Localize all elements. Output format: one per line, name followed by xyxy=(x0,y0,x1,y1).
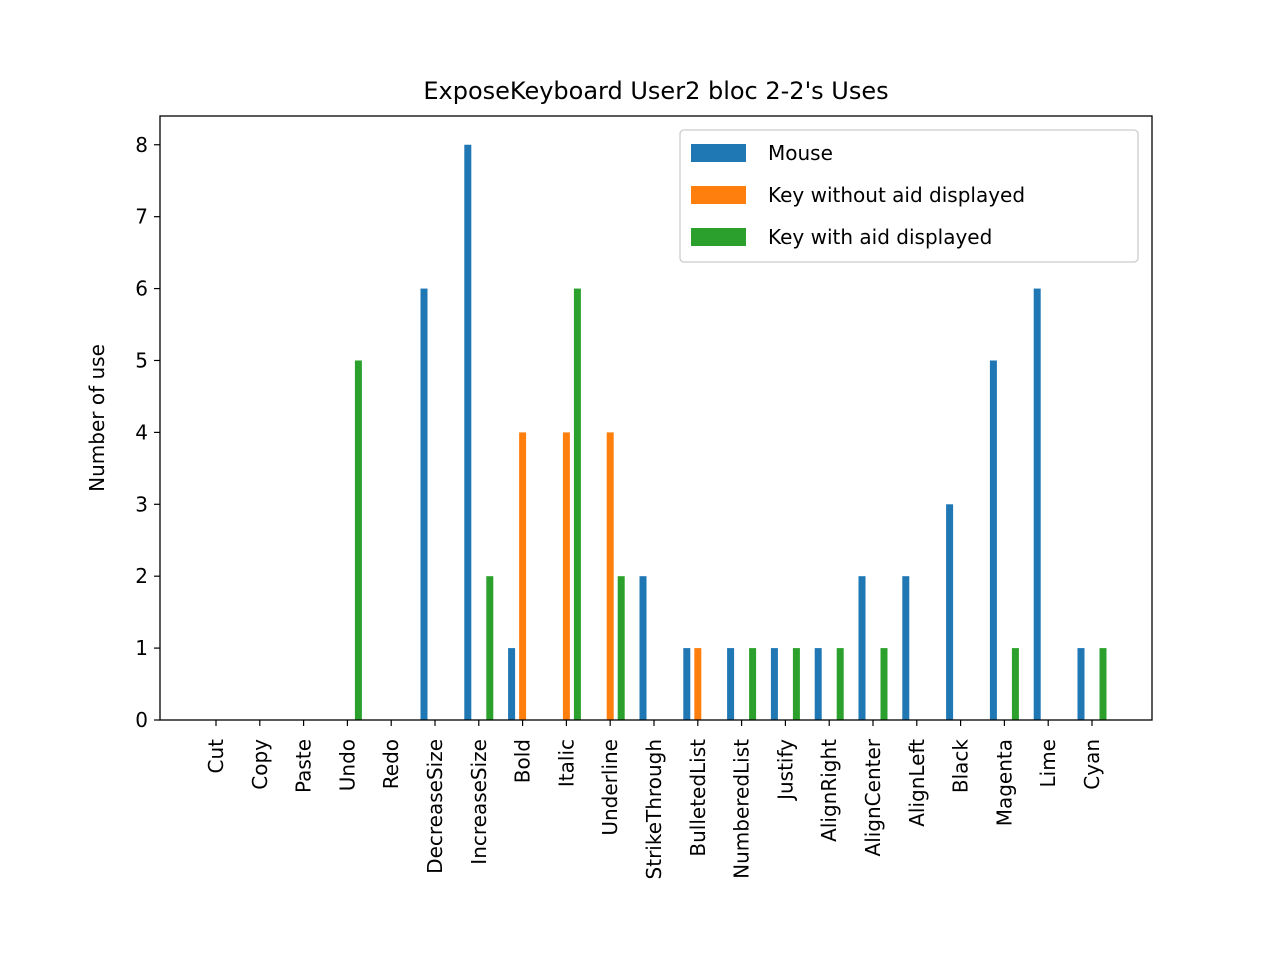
bar-mouse-alignright xyxy=(814,648,822,720)
y-axis-ticks: 0 1 2 3 4 5 6 7 8 xyxy=(135,133,160,732)
y-tick-label: 1 xyxy=(135,636,148,660)
x-tick-label-cut: Cut xyxy=(204,739,228,774)
bar-key-with-aid-displayed-undo xyxy=(354,360,362,720)
bar-mouse-black xyxy=(946,504,954,720)
bar-mouse-numberedlist xyxy=(727,648,735,720)
x-tick-label-justify: Justify xyxy=(773,739,797,802)
bar-key-with-aid-displayed-alignright xyxy=(836,648,844,720)
bar-mouse-justify xyxy=(770,648,778,720)
x-tick-label-alignleft: AlignLeft xyxy=(905,739,929,827)
y-tick-label: 5 xyxy=(135,348,148,372)
x-tick-label-italic: Italic xyxy=(554,739,578,787)
legend-label: Key with aid displayed xyxy=(768,225,992,249)
bar-key-with-aid-displayed-underline xyxy=(617,576,625,720)
x-tick-label-cyan: Cyan xyxy=(1080,739,1104,790)
x-tick-label-underline: Underline xyxy=(598,739,622,836)
x-tick-label-bulletedlist: BulletedList xyxy=(686,739,710,857)
x-tick-label-strikethrough: StrikeThrough xyxy=(642,739,666,879)
bar-mouse-strikethrough xyxy=(639,576,647,720)
bar-key-with-aid-displayed-cyan xyxy=(1099,648,1107,720)
legend-swatch xyxy=(691,144,746,162)
x-tick-label-numberedlist: NumberedList xyxy=(730,739,754,879)
x-tick-label-alignright: AlignRight xyxy=(817,739,841,842)
bar-mouse-bold xyxy=(508,648,516,720)
x-tick-label-aligncenter: AlignCenter xyxy=(861,738,885,856)
legend-swatch xyxy=(691,228,746,246)
y-tick-label: 3 xyxy=(135,492,148,516)
bar-key-with-aid-displayed-magenta xyxy=(1011,648,1019,720)
legend-label: Mouse xyxy=(768,141,833,165)
legend-frame xyxy=(679,129,1139,263)
x-tick-label-paste: Paste xyxy=(292,739,316,793)
x-tick-label-black: Black xyxy=(949,739,973,794)
bar-mouse-lime xyxy=(1033,288,1041,720)
bar-key-with-aid-displayed-italic xyxy=(573,288,581,720)
x-tick-label-copy: Copy xyxy=(248,739,272,790)
chart-title: ExposeKeyboard User2 bloc 2-2's Uses xyxy=(423,77,888,105)
y-tick-label: 6 xyxy=(135,277,148,301)
bar-key-without-aid-displayed-bulletedlist xyxy=(694,648,702,720)
x-tick-label-redo: Redo xyxy=(379,739,403,789)
bar-key-with-aid-displayed-increasesize xyxy=(486,576,494,720)
x-tick-label-lime: Lime xyxy=(1036,739,1060,788)
y-tick-label: 4 xyxy=(135,420,148,444)
bar-mouse-cyan xyxy=(1077,648,1085,720)
x-axis-ticks: Cut Copy Paste Undo Redo DecreaseSize Increase… xyxy=(204,720,1104,879)
bar-key-without-aid-displayed-underline xyxy=(606,432,614,720)
bar-mouse-alignleft xyxy=(902,576,910,720)
y-tick-label: 0 xyxy=(135,708,148,732)
bar-mouse-bulletedlist xyxy=(683,648,691,720)
bar-key-without-aid-displayed-bold xyxy=(519,432,527,720)
bar-mouse-aligncenter xyxy=(858,576,866,720)
bar-key-with-aid-displayed-aligncenter xyxy=(880,648,888,720)
bar-key-with-aid-displayed-justify xyxy=(792,648,800,720)
x-tick-label-increasesize: IncreaseSize xyxy=(467,739,491,865)
y-tick-label: 8 xyxy=(135,133,148,157)
bar-mouse-increasesize xyxy=(464,144,472,720)
x-tick-label-bold: Bold xyxy=(511,739,535,783)
x-tick-label-undo: Undo xyxy=(335,739,359,791)
bar-key-with-aid-displayed-numberedlist xyxy=(749,648,757,720)
y-tick-label: 2 xyxy=(135,564,148,588)
y-tick-label: 7 xyxy=(135,205,148,229)
bar-key-without-aid-displayed-italic xyxy=(562,432,570,720)
x-tick-label-magenta: Magenta xyxy=(992,739,1016,826)
bars-group xyxy=(354,144,1107,720)
plot-frame xyxy=(159,115,1153,721)
bar-mouse-magenta xyxy=(989,360,997,720)
x-tick-label-decreasesize: DecreaseSize xyxy=(423,739,447,874)
y-axis-label: Number of use xyxy=(85,344,109,492)
legend-label: Key without aid displayed xyxy=(768,183,1025,207)
legend-swatch xyxy=(691,186,746,204)
bar-mouse-decreasesize xyxy=(420,288,428,720)
legend: Mouse Key without aid displayed Key with a… xyxy=(679,129,1139,263)
